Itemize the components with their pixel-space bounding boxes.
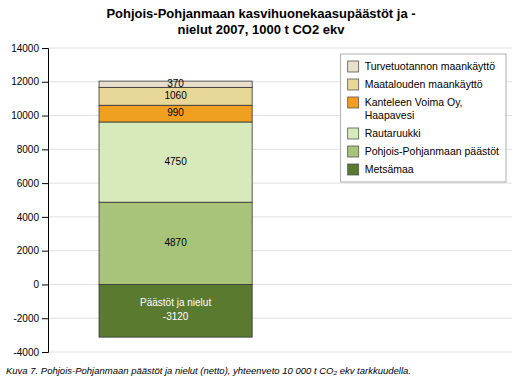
tick: 6000 [17,178,48,189]
tick-mark [42,149,48,150]
plot: Päästöt ja nielut -3120 4870 4750 990 1060370… [11,43,512,358]
tick-mark [42,48,48,49]
grid-line [48,48,512,49]
tick: 0 [33,279,48,290]
legend-swatch [348,79,359,90]
data-label: 4870 [164,237,187,248]
tick-mark [42,82,48,83]
tick: 10000 [11,110,48,121]
bar-segment [99,202,252,284]
legend-label: Kanteleen Voima Oy,Haapavesi [365,95,463,120]
data-label: -3120 [163,311,189,322]
legend: Turvetuotannon maankäyttö Maatalouden maa… [341,54,506,182]
tick-label: 10000 [11,110,39,121]
title: Pohjois-Pohjanmaan kasvihuonekaasupäästö… [106,6,415,37]
tick-mark [42,183,48,184]
caption: Kuva 7. Pohjois-Pohjanmaan päästöt ja ni… [6,365,411,376]
tick-label: 0 [33,279,39,290]
tick: 12000 [11,76,48,87]
data-label: 990 [167,107,184,118]
annotation: Päästöt ja nielut [140,297,211,308]
legend-label: Metsämaa [365,162,414,174]
tick-mark [42,217,48,218]
tick: 14000 [11,43,48,54]
tick-mark [42,318,48,319]
tick-label: -4000 [13,347,39,358]
data-label: 1060 [164,90,187,101]
tick-label: 14000 [11,43,39,54]
tick-label: 12000 [11,76,39,87]
data-label: 4750 [164,156,187,167]
bar-segment [99,122,252,202]
tick: 2000 [17,245,48,256]
y-axis: -4000 -2000 0 2000 4000 6000 8000 10000 12000 140… [11,43,48,358]
data-label: 370 [167,78,184,89]
bars [99,81,252,337]
data-labels: Päästöt ja nielut -3120 4870 4750 990 1060370 [140,78,211,323]
tick-label: 8000 [17,144,40,155]
tick: 8000 [17,144,48,155]
tick: 4000 [17,212,48,223]
legend-label: Maatalouden maankäyttö [365,77,483,89]
tick-mark [42,116,48,117]
grid [48,48,512,352]
legend-swatch [348,146,359,157]
tick-mark [42,251,48,252]
tick-label: -2000 [13,313,39,324]
tick-label: 4000 [17,212,40,223]
legend-frame [341,54,506,182]
tick-mark [42,284,48,285]
legend-swatch [348,128,359,139]
tick: -4000 [13,347,48,358]
tick-mark [42,352,48,353]
legend-swatch [348,164,359,175]
legend-swatch [348,97,359,108]
bar-segment [99,87,252,105]
legend-label: Turvetuotannon maankäyttö [365,59,496,71]
legend-swatch [348,61,359,72]
legend-label: Pohjois-Pohjanmaan päästöt [365,144,499,156]
grid-line [48,352,512,353]
bar-segment [99,105,252,122]
axis-line [42,49,49,353]
legend-label: Rautaruukki [365,126,421,138]
tick: -2000 [13,313,48,324]
chart: Pohjois-Pohjanmaan kasvihuonekaasupäästö… [0,0,522,382]
tick-label: 2000 [17,245,40,256]
bar-segment [99,284,252,337]
tick-label: 6000 [17,178,40,189]
